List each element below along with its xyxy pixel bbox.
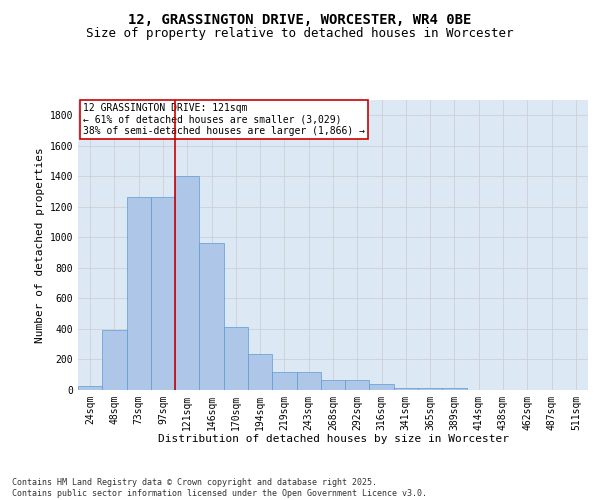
X-axis label: Distribution of detached houses by size in Worcester: Distribution of detached houses by size … xyxy=(157,434,509,444)
Bar xyxy=(296,372,321,390)
Bar xyxy=(151,197,175,390)
Bar xyxy=(224,326,248,390)
Bar xyxy=(370,384,394,390)
Bar xyxy=(175,176,199,390)
Bar xyxy=(442,388,467,390)
Bar xyxy=(272,372,296,390)
Text: 12, GRASSINGTON DRIVE, WORCESTER, WR4 0BE: 12, GRASSINGTON DRIVE, WORCESTER, WR4 0B… xyxy=(128,12,472,26)
Bar xyxy=(321,380,345,390)
Bar xyxy=(127,197,151,390)
Text: Size of property relative to detached houses in Worcester: Size of property relative to detached ho… xyxy=(86,28,514,40)
Bar xyxy=(418,388,442,390)
Bar xyxy=(199,244,224,390)
Text: Contains HM Land Registry data © Crown copyright and database right 2025.
Contai: Contains HM Land Registry data © Crown c… xyxy=(12,478,427,498)
Bar xyxy=(394,388,418,390)
Y-axis label: Number of detached properties: Number of detached properties xyxy=(35,147,46,343)
Text: 12 GRASSINGTON DRIVE: 121sqm
← 61% of detached houses are smaller (3,029)
38% of: 12 GRASSINGTON DRIVE: 121sqm ← 61% of de… xyxy=(83,103,365,136)
Bar xyxy=(78,386,102,390)
Bar xyxy=(248,354,272,390)
Bar xyxy=(345,380,370,390)
Bar xyxy=(102,330,127,390)
